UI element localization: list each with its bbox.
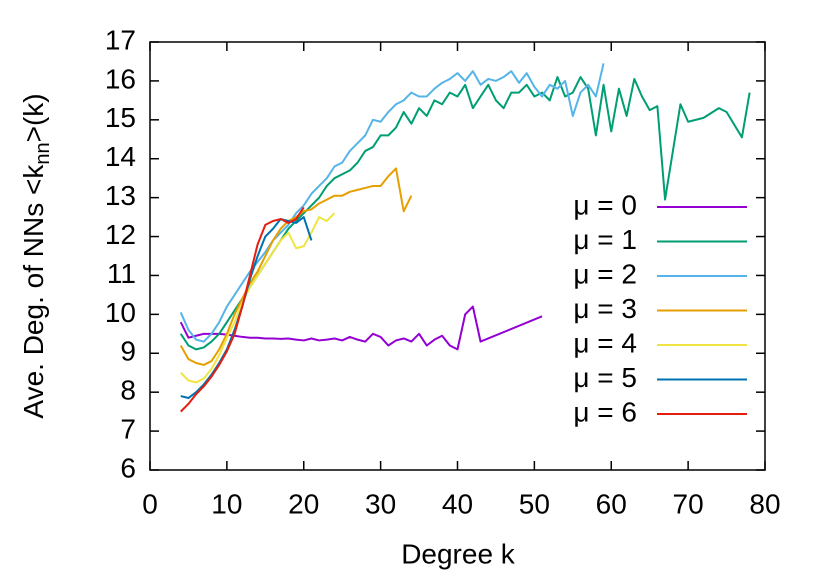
x-tick-label: 20	[288, 488, 319, 519]
legend-label: μ = 2	[573, 258, 637, 289]
y-tick-label: 16	[105, 63, 136, 94]
legend-label: μ = 3	[573, 293, 637, 324]
y-tick-label: 12	[105, 219, 136, 250]
series-line	[180, 212, 336, 384]
y-axis-label-sub: nn	[32, 142, 54, 164]
x-tick-label: 60	[596, 488, 627, 519]
y-tick-label: 17	[105, 24, 136, 55]
x-tick-label: 50	[519, 488, 550, 519]
x-tick-label: 40	[442, 488, 473, 519]
y-tick-label: 14	[105, 141, 136, 172]
legend-label: μ = 5	[573, 362, 637, 393]
series-line	[180, 216, 313, 400]
legend-label: μ = 1	[573, 224, 637, 255]
legend-label: μ = 4	[573, 327, 637, 358]
series-line	[179, 167, 413, 366]
y-tick-label: 15	[105, 102, 136, 133]
y-tick-label: 6	[120, 452, 136, 483]
y-tick-label: 13	[105, 180, 136, 211]
series-line	[179, 76, 751, 351]
plot-frame	[149, 41, 766, 471]
y-tick-label: 11	[107, 258, 136, 289]
x-axis-label: Degree k	[401, 538, 516, 569]
x-tick-label: 30	[365, 488, 396, 519]
legend-label: μ = 0	[573, 189, 637, 220]
x-tick-label: 0	[142, 488, 158, 519]
y-tick-label: 7	[120, 413, 136, 444]
legend-label: μ = 6	[573, 396, 637, 427]
y-axis-label-part: >(k)	[18, 93, 49, 142]
x-tick-label: 70	[673, 488, 704, 519]
y-axis-label-part: Ave. Deg. of NNs <k	[18, 164, 49, 419]
y-tick-label: 10	[105, 297, 136, 328]
series-line	[180, 206, 305, 413]
x-tick-label: 80	[749, 488, 780, 519]
y-tick-label: 8	[120, 375, 136, 406]
y-axis-label: Ave. Deg. of NNs <knn>(k)	[18, 93, 54, 418]
x-tick-label: 10	[211, 488, 242, 519]
y-tick-label: 9	[120, 336, 136, 367]
